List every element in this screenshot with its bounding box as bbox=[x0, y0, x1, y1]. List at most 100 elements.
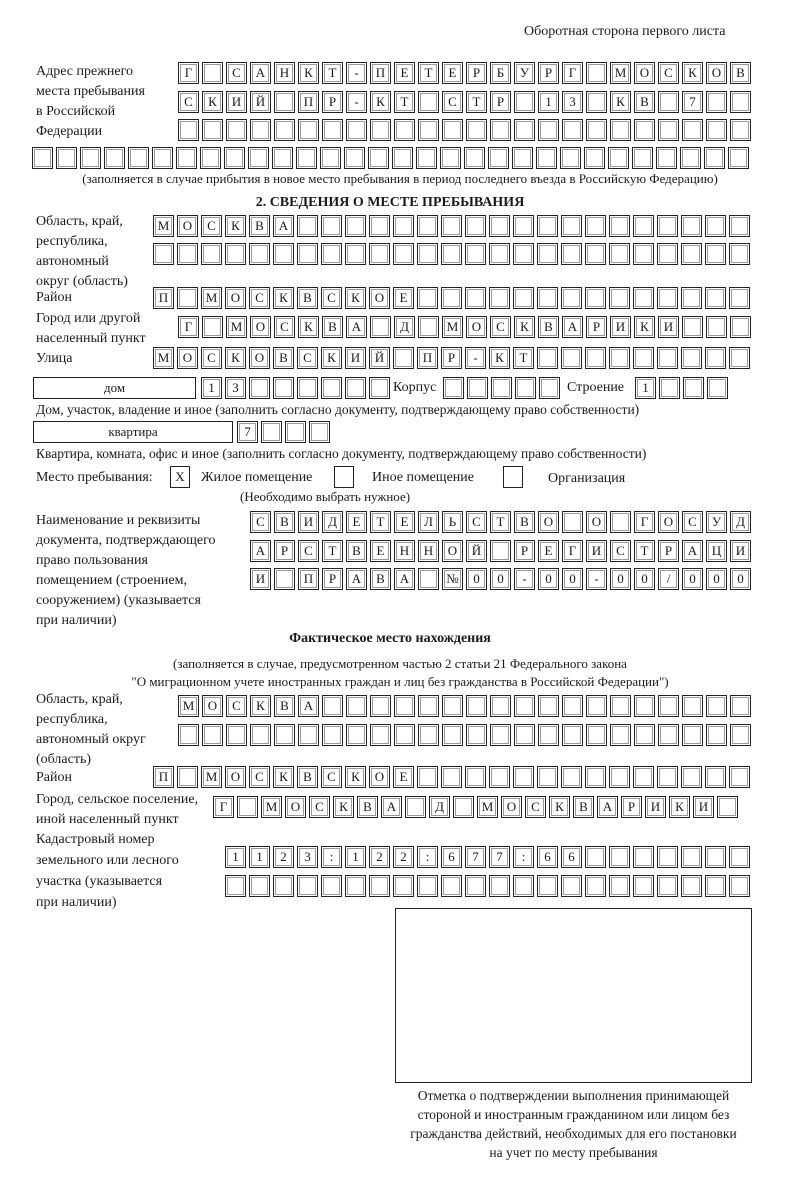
char-cell[interactable]: К bbox=[298, 316, 319, 338]
char-cell[interactable]: С bbox=[442, 91, 463, 113]
char-cell[interactable] bbox=[393, 215, 414, 237]
char-cell[interactable] bbox=[561, 766, 582, 788]
char-cell[interactable]: О bbox=[285, 796, 306, 818]
char-cell[interactable] bbox=[515, 377, 536, 399]
char-cell[interactable] bbox=[465, 287, 486, 309]
apartment-type-field[interactable]: квартира bbox=[33, 421, 233, 443]
char-cell[interactable]: 1 bbox=[249, 846, 270, 868]
char-cell[interactable]: - bbox=[586, 568, 607, 590]
char-cell[interactable] bbox=[608, 147, 629, 169]
char-cell[interactable] bbox=[225, 875, 246, 897]
char-cell[interactable]: К bbox=[333, 796, 354, 818]
char-cell[interactable] bbox=[632, 147, 653, 169]
char-cell[interactable]: В bbox=[274, 511, 295, 533]
char-cell[interactable] bbox=[680, 147, 701, 169]
char-cell[interactable]: Й bbox=[250, 91, 271, 113]
char-cell[interactable]: О bbox=[538, 511, 559, 533]
char-cell[interactable]: И bbox=[658, 316, 679, 338]
char-cell[interactable] bbox=[537, 215, 558, 237]
char-cell[interactable] bbox=[489, 766, 510, 788]
char-cell[interactable] bbox=[706, 695, 727, 717]
char-cell[interactable] bbox=[298, 119, 319, 141]
char-cell[interactable] bbox=[370, 695, 391, 717]
char-cell[interactable] bbox=[561, 215, 582, 237]
char-cell[interactable] bbox=[633, 766, 654, 788]
char-cell[interactable] bbox=[394, 119, 415, 141]
char-cell[interactable]: 1 bbox=[345, 846, 366, 868]
char-cell[interactable]: Т bbox=[322, 62, 343, 84]
char-cell[interactable] bbox=[683, 377, 704, 399]
char-cell[interactable]: 0 bbox=[490, 568, 511, 590]
char-cell[interactable]: / bbox=[658, 568, 679, 590]
char-cell[interactable]: Н bbox=[394, 540, 415, 562]
char-cell[interactable] bbox=[536, 147, 557, 169]
char-cell[interactable] bbox=[729, 846, 750, 868]
char-cell[interactable]: О bbox=[369, 287, 390, 309]
char-cell[interactable]: В bbox=[514, 511, 535, 533]
char-cell[interactable]: В bbox=[357, 796, 378, 818]
char-cell[interactable]: 6 bbox=[537, 846, 558, 868]
char-cell[interactable] bbox=[706, 119, 727, 141]
char-cell[interactable] bbox=[609, 766, 630, 788]
char-cell[interactable] bbox=[176, 147, 197, 169]
char-cell[interactable]: Й bbox=[369, 347, 390, 369]
char-cell[interactable]: Т bbox=[466, 91, 487, 113]
char-cell[interactable]: Е bbox=[394, 62, 415, 84]
char-cell[interactable] bbox=[464, 147, 485, 169]
char-cell[interactable] bbox=[392, 147, 413, 169]
char-cell[interactable]: В bbox=[273, 347, 294, 369]
char-cell[interactable]: О bbox=[501, 796, 522, 818]
char-cell[interactable]: П bbox=[370, 62, 391, 84]
char-cell[interactable] bbox=[682, 695, 703, 717]
char-cell[interactable] bbox=[681, 347, 702, 369]
char-cell[interactable]: О bbox=[177, 347, 198, 369]
char-cell[interactable]: 2 bbox=[273, 846, 294, 868]
char-cell[interactable]: С bbox=[658, 62, 679, 84]
char-cell[interactable] bbox=[609, 215, 630, 237]
char-cell[interactable]: О bbox=[249, 347, 270, 369]
char-cell[interactable] bbox=[634, 119, 655, 141]
char-cell[interactable] bbox=[705, 243, 726, 265]
char-cell[interactable] bbox=[513, 875, 534, 897]
char-cell[interactable] bbox=[442, 724, 463, 746]
char-cell[interactable]: В bbox=[634, 91, 655, 113]
char-cell[interactable] bbox=[200, 147, 221, 169]
char-cell[interactable]: С bbox=[610, 540, 631, 562]
char-cell[interactable]: И bbox=[345, 347, 366, 369]
char-cell[interactable] bbox=[659, 377, 680, 399]
char-cell[interactable] bbox=[513, 766, 534, 788]
char-cell[interactable]: С bbox=[298, 540, 319, 562]
char-cell[interactable] bbox=[730, 695, 751, 717]
char-cell[interactable] bbox=[561, 243, 582, 265]
char-cell[interactable]: С bbox=[525, 796, 546, 818]
char-cell[interactable]: И bbox=[586, 540, 607, 562]
char-cell[interactable]: М bbox=[153, 215, 174, 237]
char-cell[interactable] bbox=[250, 724, 271, 746]
char-cell[interactable] bbox=[344, 147, 365, 169]
char-cell[interactable]: С bbox=[466, 511, 487, 533]
char-cell[interactable]: П bbox=[298, 91, 319, 113]
char-cell[interactable]: А bbox=[346, 316, 367, 338]
char-cell[interactable] bbox=[633, 846, 654, 868]
char-cell[interactable]: П bbox=[298, 568, 319, 590]
char-cell[interactable] bbox=[466, 119, 487, 141]
document-row-3[interactable]: И П Р А В А № 0 0-0 0-0 0/0 0 0 bbox=[250, 568, 754, 590]
char-cell[interactable] bbox=[585, 347, 606, 369]
char-cell[interactable] bbox=[610, 511, 631, 533]
stay-checkbox-residential[interactable]: X bbox=[170, 466, 190, 488]
char-cell[interactable] bbox=[705, 287, 726, 309]
char-cell[interactable] bbox=[706, 316, 727, 338]
char-cell[interactable]: М bbox=[261, 796, 282, 818]
char-cell[interactable] bbox=[610, 695, 631, 717]
char-cell[interactable] bbox=[321, 377, 342, 399]
char-cell[interactable]: Д bbox=[730, 511, 751, 533]
actual-region-row-2[interactable] bbox=[178, 724, 754, 746]
char-cell[interactable]: Д bbox=[429, 796, 450, 818]
char-cell[interactable]: О bbox=[586, 511, 607, 533]
char-cell[interactable]: С bbox=[274, 316, 295, 338]
char-cell[interactable] bbox=[609, 287, 630, 309]
char-cell[interactable] bbox=[657, 875, 678, 897]
